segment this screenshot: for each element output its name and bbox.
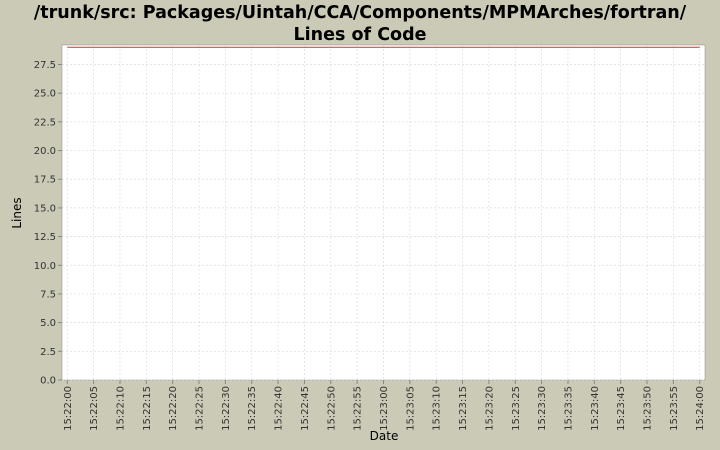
chart-title: /trunk/src: Packages/Uintah/CCA/Componen… bbox=[33, 3, 687, 45]
x-tick-label: 15:23:20 bbox=[484, 386, 495, 431]
x-tick-label: 15:22:00 bbox=[63, 386, 74, 431]
y-tick-label: 17.5 bbox=[34, 175, 56, 186]
x-tick-label: 15:23:05 bbox=[405, 386, 416, 431]
x-tick-label: 15:22:10 bbox=[115, 386, 126, 431]
x-tick-label: 15:22:30 bbox=[221, 386, 232, 431]
x-axis-label: Date bbox=[370, 429, 399, 443]
x-tick-label: 15:22:40 bbox=[274, 386, 285, 431]
y-tick-label: 5.0 bbox=[40, 318, 56, 329]
x-tick-label: 15:22:25 bbox=[195, 386, 206, 431]
y-tick-label: 2.5 bbox=[40, 347, 56, 358]
x-tick-label: 15:23:35 bbox=[563, 386, 574, 431]
x-tick-label: 15:23:15 bbox=[458, 386, 469, 431]
x-tick-label: 15:22:55 bbox=[353, 386, 364, 431]
x-tick-label: 15:23:40 bbox=[590, 386, 601, 431]
x-tick-label: 15:23:45 bbox=[616, 386, 627, 431]
y-axis-label: Lines bbox=[10, 197, 24, 228]
y-tick-label: 10.0 bbox=[34, 261, 56, 272]
y-tick-label: 22.5 bbox=[34, 117, 56, 128]
x-tick-label: 15:23:25 bbox=[511, 386, 522, 431]
x-tick-label: 15:23:10 bbox=[432, 386, 443, 431]
y-tick-label: 25.0 bbox=[34, 89, 56, 100]
y-tick-label: 20.0 bbox=[34, 146, 56, 157]
x-tick-label: 15:23:00 bbox=[379, 386, 390, 431]
y-tick-label: 0.0 bbox=[40, 376, 56, 387]
x-tick-label: 15:24:00 bbox=[695, 386, 706, 431]
y-tick-label: 12.5 bbox=[34, 232, 56, 243]
y-tick-label: 27.5 bbox=[34, 60, 56, 71]
plot-area bbox=[61, 44, 706, 381]
x-tick-label: 15:23:30 bbox=[537, 386, 548, 431]
x-tick-label: 15:22:35 bbox=[247, 386, 258, 431]
x-tick-label: 15:22:45 bbox=[300, 386, 311, 431]
x-tick-label: 15:22:05 bbox=[89, 386, 100, 431]
y-tick-label: 15.0 bbox=[34, 203, 56, 214]
x-tick-label: 15:23:55 bbox=[669, 386, 680, 431]
x-tick-label: 15:22:15 bbox=[142, 386, 153, 431]
x-tick-label: 15:22:20 bbox=[168, 386, 179, 431]
x-tick-label: 15:22:50 bbox=[326, 386, 337, 431]
y-tick-label: 7.5 bbox=[40, 289, 56, 300]
x-tick-label: 15:23:50 bbox=[643, 386, 654, 431]
